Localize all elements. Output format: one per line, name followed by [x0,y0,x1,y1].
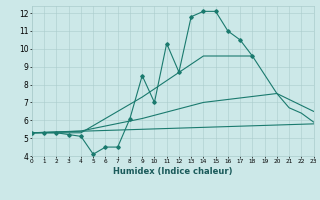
X-axis label: Humidex (Indice chaleur): Humidex (Indice chaleur) [113,167,233,176]
